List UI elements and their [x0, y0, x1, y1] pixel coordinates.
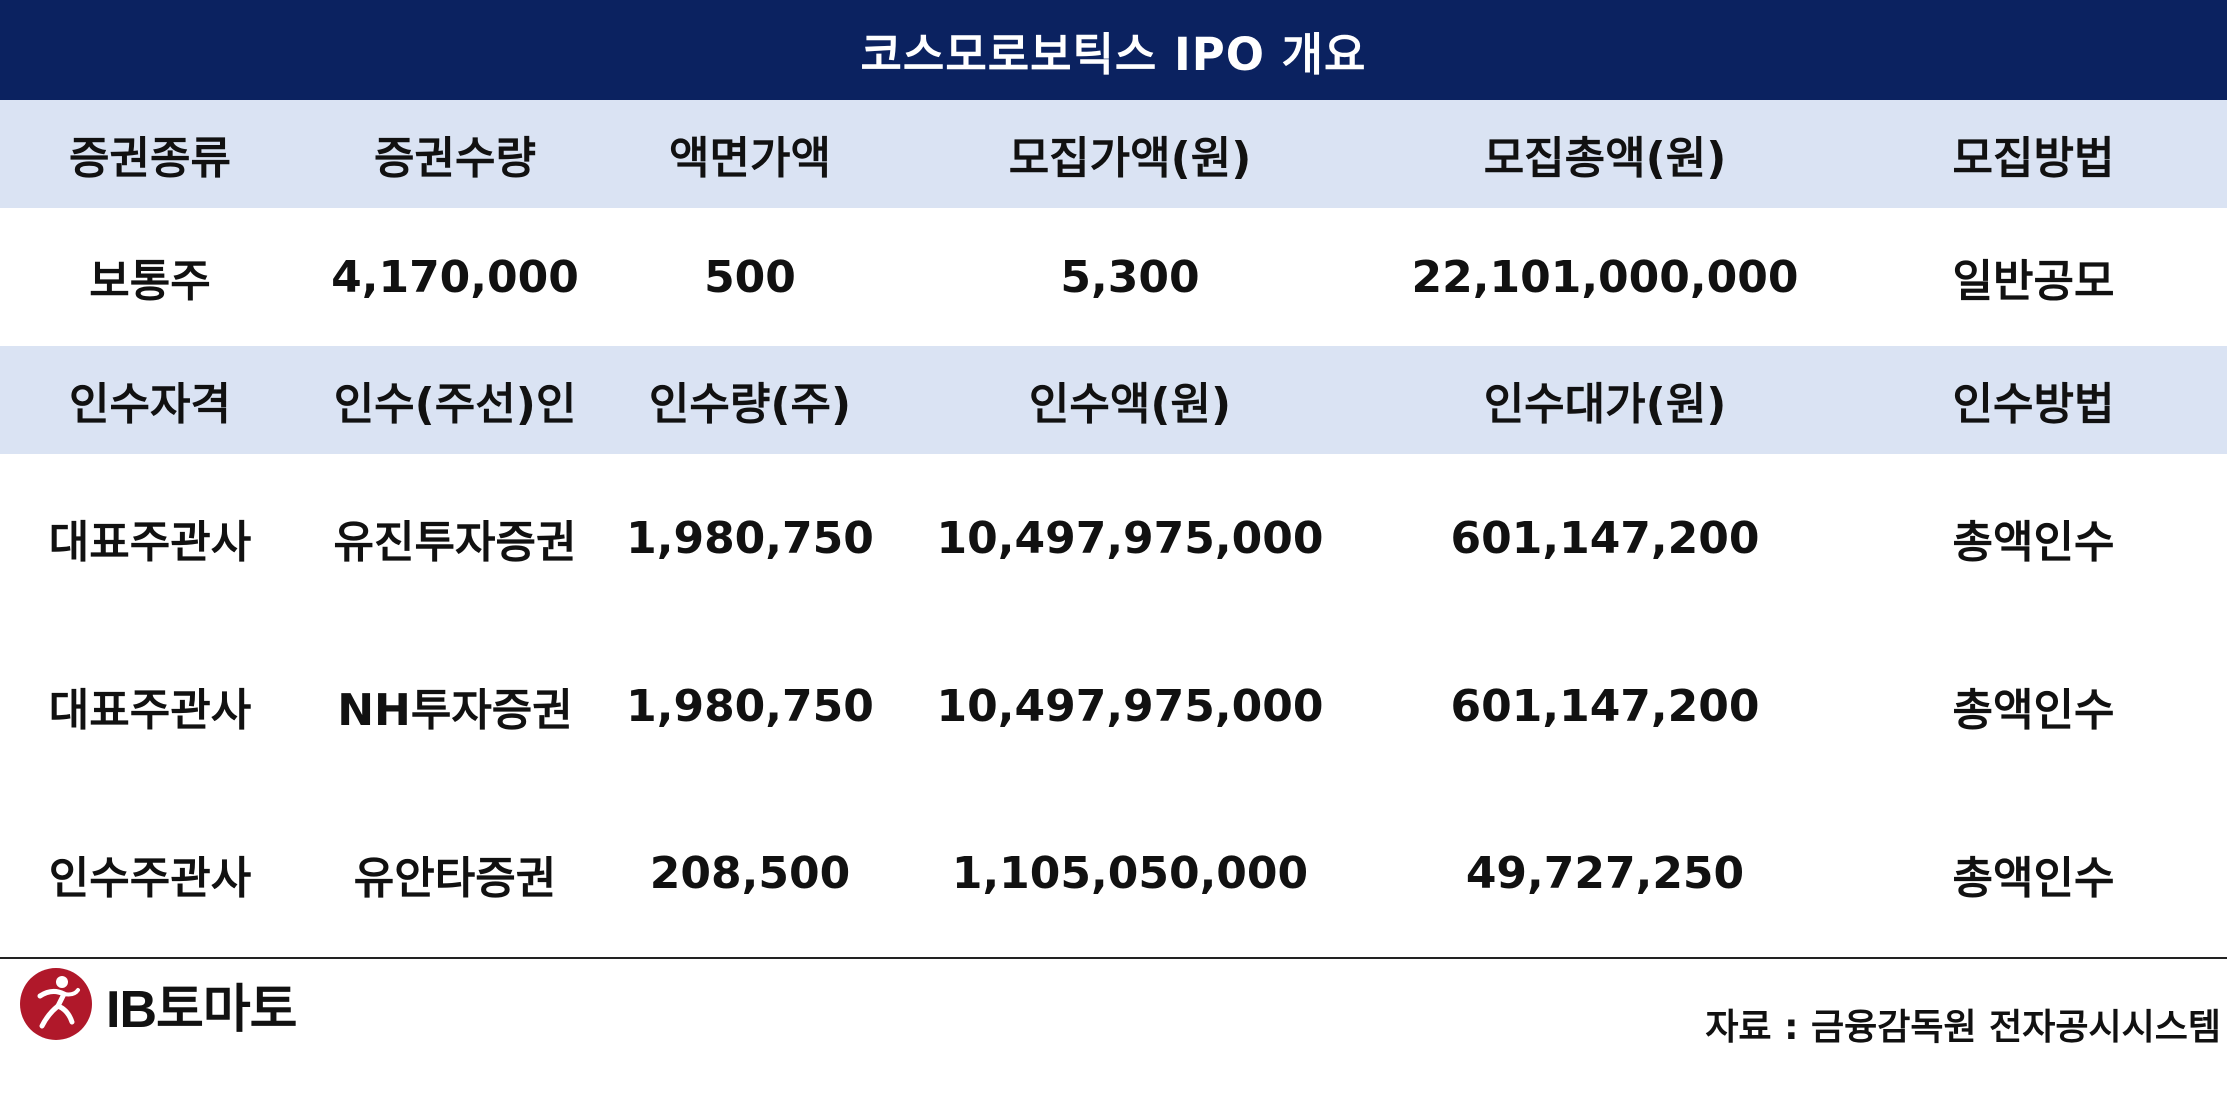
header-cell: 증권종류 — [69, 133, 231, 184]
header-cell: 인수자격 — [69, 379, 231, 430]
header-cell: 증권수량 — [374, 133, 536, 184]
table-cell: 601,147,200 — [1450, 680, 1760, 732]
source-note: 자료 : 금융감독원 전자공시시스템 — [1705, 1007, 2221, 1048]
table-cell: 1,980,750 — [626, 680, 874, 732]
table-cell: 보통주 — [89, 256, 211, 307]
header-cell: 인수액(원) — [1028, 379, 1232, 430]
table-cell: 10,497,975,000 — [936, 512, 1324, 564]
table-cell: 500 — [704, 251, 796, 303]
table-cell: 인수주관사 — [48, 852, 252, 904]
table-cell: 총액인수 — [1952, 517, 2115, 568]
table-cell: 1,105,050,000 — [951, 848, 1309, 899]
table-cell: 유안타증권 — [353, 852, 557, 904]
runner-logo-icon — [20, 968, 92, 1040]
header-cell: 인수량(주) — [648, 379, 852, 430]
table-cell: 49,727,250 — [1465, 848, 1745, 899]
table-cell: 22,101,000,000 — [1411, 251, 1799, 303]
table-cell: 대표주관사 — [48, 517, 252, 568]
header-cell: 모집가액(원) — [1008, 133, 1252, 184]
header-cell: 모집총액(원) — [1483, 133, 1727, 184]
table-cell: 208,500 — [649, 848, 851, 899]
table-cell: NH투자증권 — [337, 685, 573, 736]
header-cell: 모집방법 — [1952, 133, 2115, 184]
table-cell: 유진투자증권 — [333, 517, 577, 568]
table-title: 코스모로보틱스 IPO 개요 — [0, 0, 2227, 100]
table-row: 대표주관사 유진투자증권 1,980,750 10,497,975,000 60… — [0, 454, 2227, 622]
header-cell: 인수방법 — [1952, 379, 2115, 430]
table-cell: 일반공모 — [1952, 256, 2115, 307]
securities-data-row: 보통주 4,170,000 500 5,300 22,101,000,000 일… — [0, 208, 2227, 346]
ib-tomato-logo: IB토마토 — [18, 966, 298, 1042]
underwriters-header-row: 인수자격 인수(주선)인 인수량(주) 인수액(원) 인수대가(원) 인수방법 — [0, 346, 2227, 454]
table-cell: 총액인수 — [1952, 685, 2115, 736]
header-cell: 인수(주선)인 — [333, 379, 577, 430]
table-cell: 총액인수 — [1952, 852, 2115, 904]
table-cell: 4,170,000 — [331, 251, 579, 303]
table-cell: 1,980,750 — [626, 512, 874, 564]
table-cell: 601,147,200 — [1450, 512, 1760, 564]
table-cell: 10,497,975,000 — [936, 680, 1324, 732]
header-cell: 인수대가(원) — [1483, 379, 1727, 430]
footer-divider — [0, 957, 2227, 959]
table-row: 인수주관사 유안타증권 208,500 1,105,050,000 49,727… — [0, 790, 2227, 957]
securities-header-row: 증권종류 증권수량 액면가액 모집가액(원) 모집총액(원) 모집방법 — [0, 100, 2227, 208]
table-cell: 대표주관사 — [48, 685, 252, 736]
table-cell: 5,300 — [1060, 251, 1200, 303]
logo-text: IB토마토 — [106, 980, 298, 1039]
table-row: 대표주관사 NH투자증권 1,980,750 10,497,975,000 60… — [0, 622, 2227, 790]
header-cell: 액면가액 — [669, 133, 831, 184]
